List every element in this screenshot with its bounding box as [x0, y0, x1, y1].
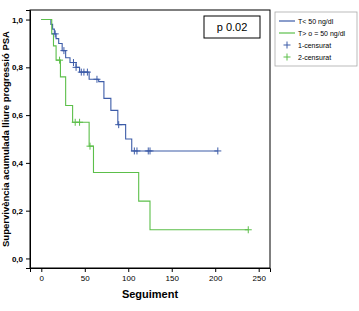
y-axis: 0,0 0,2 0,4 0,6 0,8 1,0 — [12, 11, 31, 269]
y-tick-mark — [26, 163, 30, 164]
censor-marker — [52, 30, 59, 37]
legend-symbol — [279, 20, 295, 21]
legend: T< 50 ng/dl T> o = 50 ng/dl 1-censurat 2-ce… — [275, 12, 357, 66]
y-tick-mark — [26, 258, 30, 259]
y-tick: 0,6 — [12, 111, 30, 120]
y-tick-label: 0,6 — [12, 111, 24, 120]
legend-item: 1-censurat — [284, 42, 332, 49]
y-axis-line — [26, 11, 31, 269]
x-tick: 50 — [81, 268, 90, 283]
y-tick-mark — [26, 20, 30, 21]
x-tick-mark — [85, 268, 86, 272]
legend-item: T< 50 ng/dl — [279, 18, 334, 26]
y-tick-label: 1,0 — [12, 16, 24, 25]
censor-marker — [147, 147, 154, 154]
y-tick: 0,0 — [12, 255, 30, 264]
x-axis-title: Seguiment — [122, 288, 179, 300]
censor-marker — [93, 76, 100, 83]
x-axis: 0 50 100 150 200 250 — [31, 268, 271, 283]
censor-marker — [133, 147, 140, 154]
annotation: p 0.02 — [204, 16, 260, 38]
survival-line — [41, 20, 248, 230]
annotation-box — [204, 16, 260, 38]
survival-line — [41, 20, 218, 151]
annotation-text: p 0.02 — [217, 21, 248, 33]
x-tick-mark — [259, 268, 260, 272]
y-tick-mark — [26, 67, 30, 68]
legend-label: 2-censurat — [298, 54, 331, 61]
x-tick-label: 0 — [40, 274, 45, 283]
x-tick: 250 — [253, 268, 267, 283]
x-tick-label: 200 — [209, 274, 223, 283]
plot-area — [41, 20, 251, 234]
legend-box — [275, 12, 357, 66]
legend-symbol — [284, 54, 291, 61]
legend-label: 1-censurat — [298, 42, 331, 49]
y-tick-label: 0,2 — [12, 207, 24, 216]
x-tick-label: 250 — [253, 274, 267, 283]
x-tick-mark — [172, 268, 173, 272]
legend-item: T> o = 50 ng/dl — [279, 30, 346, 38]
censor-marker — [245, 226, 252, 233]
y-tick-label: 0,8 — [12, 63, 24, 72]
censor-marker — [76, 119, 83, 126]
x-tick-label: 50 — [81, 274, 90, 283]
x-tick-label: 100 — [122, 274, 136, 283]
plot-frame — [30, 10, 270, 268]
legend-label: T< 50 ng/dl — [298, 18, 334, 26]
censor-marker — [87, 143, 94, 150]
x-tick-mark — [128, 268, 129, 272]
censor-marker — [60, 47, 67, 54]
y-tick-mark — [26, 115, 30, 116]
x-axis-line — [31, 269, 271, 273]
y-tick-mark — [26, 211, 30, 212]
y-tick-label: 0,4 — [12, 159, 24, 168]
legend-symbol — [284, 42, 291, 49]
legend-label: T> o = 50 ng/dl — [298, 30, 346, 38]
censor-marker — [56, 57, 63, 64]
y-tick-label: 0,0 — [12, 255, 24, 264]
x-tick: 150 — [166, 268, 180, 283]
x-tick-mark — [41, 268, 42, 272]
y-axis-title: Supervivència acumulada lliure progressi… — [0, 31, 11, 247]
censor-marker — [115, 121, 122, 128]
x-tick: 200 — [209, 268, 223, 283]
y-tick: 0,2 — [12, 207, 30, 216]
x-tick-label: 150 — [166, 274, 180, 283]
legend-symbol — [279, 32, 295, 33]
chart: 0 50 100 150 200 250 0,0 0,2 0,4 0,6 0,8 1,0 Seguime… — [0, 0, 359, 311]
x-tick-mark — [215, 268, 216, 272]
y-tick: 1,0 — [12, 16, 30, 25]
censor-marker — [214, 147, 221, 154]
censor-marker — [84, 69, 91, 76]
y-tick: 0,8 — [12, 63, 30, 72]
censor-marker — [73, 64, 80, 71]
x-tick: 0 — [40, 268, 45, 283]
y-tick: 0,4 — [12, 159, 30, 168]
x-tick: 100 — [122, 268, 136, 283]
legend-item: 2-censurat — [284, 54, 332, 61]
